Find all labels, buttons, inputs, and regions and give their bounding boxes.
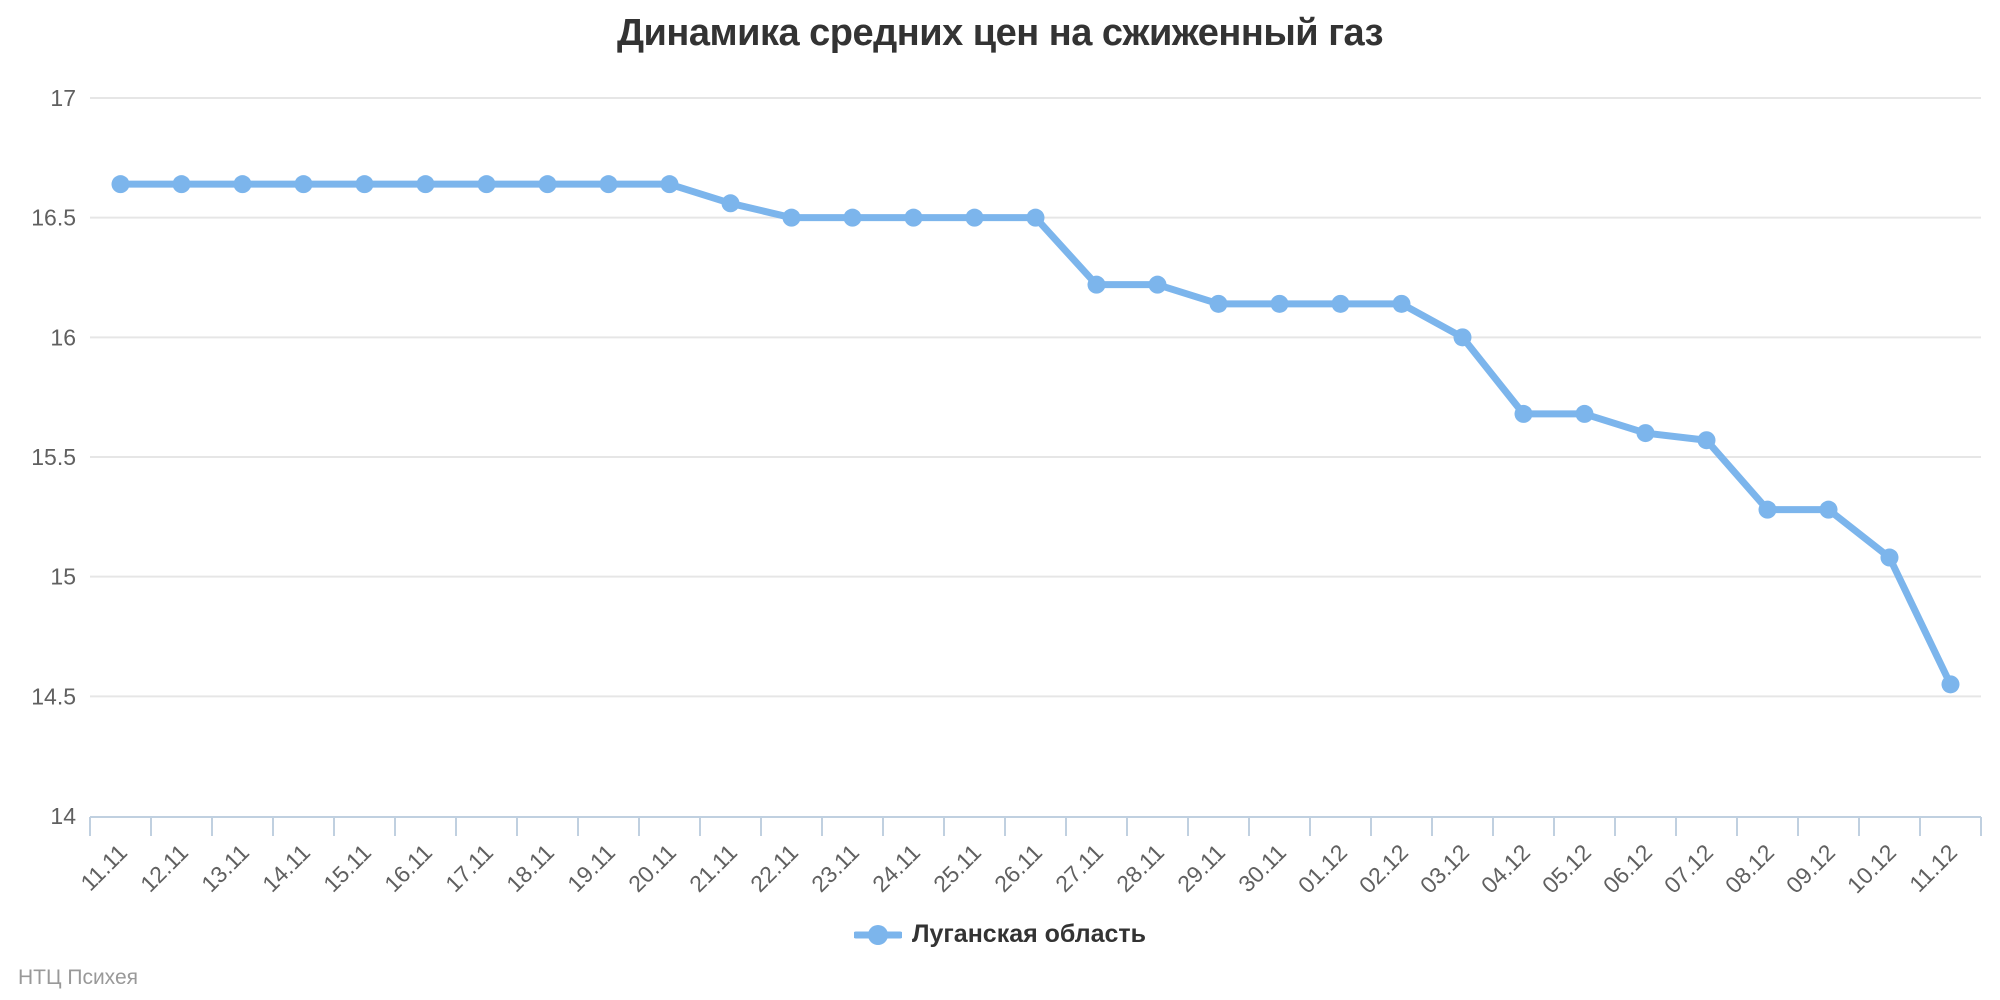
credits-label: НТЦ Психея	[18, 966, 139, 989]
x-axis-label: 16.11	[379, 839, 437, 897]
x-axis-label: 29.11	[1172, 839, 1230, 897]
data-point[interactable]	[1209, 294, 1228, 313]
x-axis-label: 11.11	[75, 839, 132, 896]
x-axis-label: 14.11	[257, 839, 315, 897]
x-axis-label: 17.11	[440, 839, 498, 897]
x-axis-label: 11.12	[1904, 839, 1962, 897]
data-point[interactable]	[1819, 500, 1838, 519]
data-point[interactable]	[965, 208, 984, 227]
y-axis-label: 17	[50, 85, 76, 111]
chart-title: Динамика средних цен на сжиженный газ	[616, 12, 1384, 54]
y-axis-label: 14.5	[31, 683, 76, 709]
legend-line-marker-icon	[853, 924, 902, 945]
data-point[interactable]	[1575, 404, 1594, 423]
x-axis-label: 04.12	[1476, 839, 1535, 898]
x-axis-label: 27.11	[1050, 839, 1108, 897]
data-point[interactable]	[1453, 328, 1472, 347]
x-axis-label: 01.12	[1293, 839, 1352, 898]
legend-item-luganskaya[interactable]: Луганская область	[853, 920, 1147, 949]
x-axis-label: 24.11	[867, 839, 925, 897]
x-axis-label: 18.11	[501, 839, 559, 897]
y-axis-label: 14	[50, 803, 76, 829]
data-point[interactable]	[1392, 294, 1411, 313]
x-axis-label: 23.11	[806, 839, 864, 897]
x-axis-label: 10.12	[1842, 839, 1901, 898]
data-point[interactable]	[1331, 294, 1350, 313]
x-axis-label: 15.11	[318, 839, 376, 897]
data-point[interactable]	[904, 208, 923, 227]
x-axis-label: 22.11	[745, 839, 803, 897]
x-axis-label: 02.12	[1354, 839, 1413, 898]
x-axis-label: 28.11	[1111, 839, 1169, 897]
data-point[interactable]	[1087, 275, 1106, 294]
data-point[interactable]	[111, 175, 130, 194]
x-axis-label: 13.11	[196, 839, 254, 897]
data-point[interactable]	[721, 194, 740, 213]
data-point[interactable]	[1514, 404, 1533, 423]
y-axis-label: 15	[50, 564, 76, 590]
data-point[interactable]	[1941, 675, 1960, 694]
legend: Луганская область	[0, 920, 2000, 949]
data-point[interactable]	[1636, 424, 1655, 443]
data-point[interactable]	[1026, 208, 1045, 227]
y-axis-label: 15.5	[31, 444, 76, 470]
data-point[interactable]	[538, 175, 557, 194]
data-point[interactable]	[1880, 548, 1899, 567]
x-axis-label: 09.12	[1781, 839, 1840, 898]
y-axis-label: 16.5	[31, 205, 76, 231]
data-point[interactable]	[1758, 500, 1777, 519]
data-point[interactable]	[477, 175, 496, 194]
data-point[interactable]	[843, 208, 862, 227]
series-line	[117, 180, 1954, 688]
data-point[interactable]	[294, 175, 313, 194]
data-point[interactable]	[660, 175, 679, 194]
data-point[interactable]	[599, 175, 618, 194]
x-axis-label: 05.12	[1537, 839, 1596, 898]
x-axis-label: 06.12	[1598, 839, 1657, 898]
x-axis-label: 08.12	[1720, 839, 1779, 898]
x-axis-label: 19.11	[562, 839, 620, 897]
data-point[interactable]	[355, 175, 374, 194]
x-axis-label: 03.12	[1415, 839, 1474, 898]
data-point[interactable]	[1270, 294, 1289, 313]
data-point[interactable]	[172, 175, 191, 194]
x-axis-label: 12.11	[135, 839, 193, 897]
data-point[interactable]	[782, 208, 801, 227]
data-point[interactable]	[416, 175, 435, 194]
data-point[interactable]	[1697, 431, 1716, 450]
x-axis-label: 26.11	[989, 839, 1047, 897]
data-point[interactable]	[1148, 275, 1167, 294]
data-point[interactable]	[233, 175, 252, 194]
x-axis-label: 25.11	[928, 839, 986, 897]
legend-item-label: Луганская область	[911, 920, 1147, 948]
x-axis-label: 20.11	[623, 839, 681, 897]
x-axis-label: 07.12	[1659, 839, 1718, 898]
y-axis-label: 16	[50, 324, 76, 350]
x-axis-label: 21.11	[684, 839, 742, 897]
x-axis-label: 30.11	[1233, 839, 1291, 897]
